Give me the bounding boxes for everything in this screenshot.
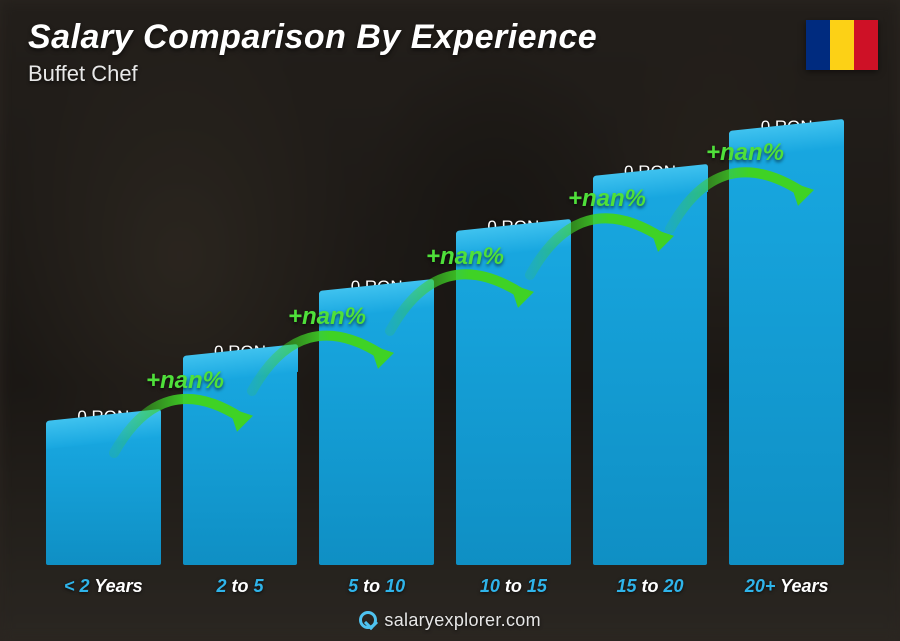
x-tick: < 2 Years xyxy=(46,576,161,597)
bar-slot: 0 RON xyxy=(319,277,434,565)
bar-chart: 0 RON0 RON0 RON0 RON0 RON0 RON +nan%+nan… xyxy=(38,85,852,565)
x-tick: 20+ Years xyxy=(729,576,844,597)
x-tick: 2 to 5 xyxy=(183,576,298,597)
bar xyxy=(593,190,708,565)
chart-subtitle: Buffet Chef xyxy=(28,61,597,87)
flag-stripe-red xyxy=(854,20,878,70)
country-flag-romania xyxy=(806,20,878,70)
bar-slot: 0 RON xyxy=(729,117,844,565)
bar-slot: 0 RON xyxy=(46,407,161,565)
bars-container: 0 RON0 RON0 RON0 RON0 RON0 RON xyxy=(38,85,852,565)
bar xyxy=(46,435,161,565)
bar-front-face xyxy=(319,305,434,565)
bar xyxy=(456,245,571,565)
credit-text: salaryexplorer.com xyxy=(384,610,540,630)
flag-stripe-yellow xyxy=(830,20,854,70)
logo-icon xyxy=(359,611,377,629)
bar-slot: 0 RON xyxy=(183,342,298,565)
x-tick: 5 to 10 xyxy=(319,576,434,597)
chart-title: Salary Comparison By Experience xyxy=(28,18,597,57)
bar-slot: 0 RON xyxy=(593,162,708,565)
bar-front-face xyxy=(729,145,844,565)
bar-front-face xyxy=(46,435,161,565)
bar-front-face xyxy=(593,190,708,565)
x-tick: 10 to 15 xyxy=(456,576,571,597)
bar-slot: 0 RON xyxy=(456,217,571,565)
credit-line: salaryexplorer.com xyxy=(0,608,900,631)
bar xyxy=(183,370,298,565)
bar-front-face xyxy=(456,245,571,565)
x-axis: < 2 Years 2 to 5 5 to 10 10 to 15 15 to 20 20… xyxy=(38,576,852,597)
x-tick: 15 to 20 xyxy=(593,576,708,597)
bar-front-face xyxy=(183,370,298,565)
title-block: Salary Comparison By Experience Buffet C… xyxy=(28,18,597,87)
chart-stage: Salary Comparison By Experience Buffet C… xyxy=(0,0,900,641)
bar xyxy=(319,305,434,565)
bar xyxy=(729,145,844,565)
flag-stripe-blue xyxy=(806,20,830,70)
